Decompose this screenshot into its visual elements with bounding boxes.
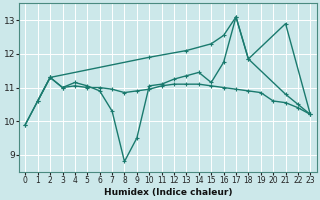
X-axis label: Humidex (Indice chaleur): Humidex (Indice chaleur) bbox=[104, 188, 232, 197]
